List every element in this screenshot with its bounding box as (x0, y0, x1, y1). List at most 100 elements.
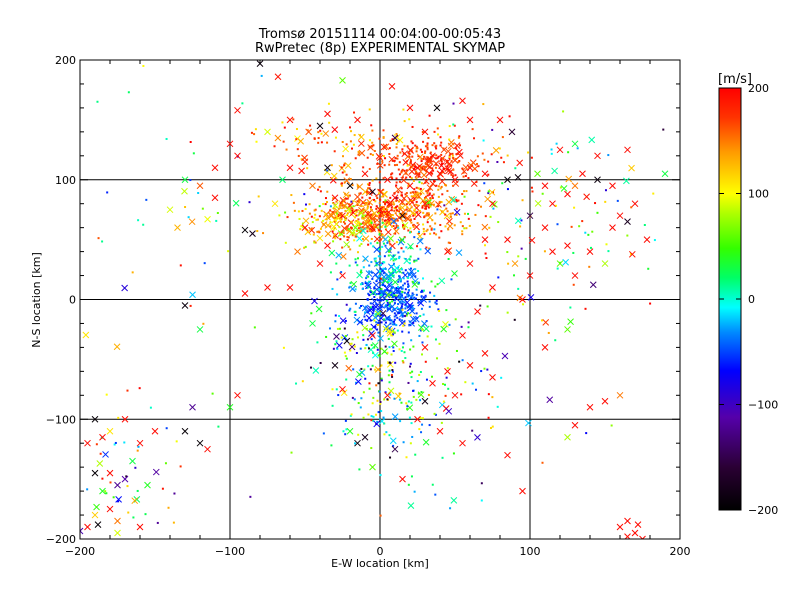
scatter-point-dot (282, 140, 285, 143)
scatter-point-dot (490, 426, 493, 429)
scatter-point-cross (114, 517, 121, 525)
scatter-point-dot (630, 206, 633, 209)
scatter-point-dot (416, 147, 419, 150)
scatter-point-dot (405, 402, 408, 405)
scatter-point-dot (357, 433, 360, 436)
scatter-point-dot (197, 191, 200, 194)
scatter-point-dot (418, 209, 421, 212)
scatter-point-dot (388, 147, 391, 150)
scatter-point-dot (333, 235, 336, 238)
scatter-point-dot (389, 393, 392, 396)
scatter-point-dot (394, 207, 397, 210)
scatter-point-dot (394, 219, 397, 222)
scatter-point-dot (441, 382, 444, 385)
scatter-point-cross (378, 209, 385, 217)
scatter-point-cross (429, 379, 436, 387)
scatter-point-dot (440, 141, 443, 144)
scatter-point-cross (226, 403, 234, 411)
scatter-point-dot (422, 230, 425, 233)
scatter-point-dot (506, 188, 509, 191)
scatter-point-dot (350, 200, 353, 203)
scatter-point-dot (286, 216, 289, 219)
scatter-point-cross (435, 201, 442, 208)
scatter-point-dot (117, 500, 120, 503)
scatter-point-dot (395, 184, 398, 187)
scatter-point-dot (354, 157, 357, 160)
scatter-point-dot (368, 187, 371, 190)
scatter-point-dot (132, 516, 135, 519)
scatter-point-dot (332, 228, 335, 231)
scatter-point-dot (346, 235, 349, 238)
scatter-point-dot (390, 353, 393, 356)
scatter-point-dot (376, 328, 379, 331)
scatter-point-dot (313, 241, 316, 244)
scatter-point-dot (398, 173, 401, 176)
scatter-point-dot (415, 297, 418, 300)
scatter-point-dot (343, 170, 346, 173)
scatter-point-dot (329, 209, 332, 212)
scatter-point-dot (459, 144, 462, 147)
scatter-point-dot (455, 157, 458, 160)
scatter-point-dot (399, 286, 402, 289)
scatter-point-dot (396, 163, 399, 166)
scatter-point-cross (305, 128, 312, 136)
scatter-point-dot (418, 196, 421, 199)
scatter-point-dot (345, 197, 348, 200)
scatter-point-dot (355, 229, 358, 232)
scatter-point-dot (379, 269, 382, 272)
scatter-point-cross (189, 403, 196, 411)
scatter-point-dot (403, 227, 406, 230)
scatter-point-cross (446, 222, 454, 230)
scatter-point-cross (151, 427, 159, 435)
scatter-point-dot (543, 250, 546, 253)
x-axis-label: E-W location [km] (331, 557, 429, 570)
scatter-point-dot (367, 280, 370, 283)
scatter-point-dot (378, 288, 381, 291)
scatter-point-cross (94, 521, 102, 528)
scatter-point-dot (433, 180, 436, 183)
scatter-point-dot (401, 215, 404, 218)
scatter-point-dot (415, 186, 418, 189)
scatter-point-dot (295, 138, 298, 141)
scatter-point-cross (366, 306, 374, 314)
scatter-point-dot (329, 221, 332, 224)
y-tick-label: 0 (69, 294, 76, 307)
scatter-point-cross (631, 200, 639, 208)
scatter-point-dot (437, 195, 440, 198)
scatter-point-cross (234, 106, 241, 114)
scatter-point-dot (395, 286, 398, 289)
scatter-point-cross (586, 403, 594, 411)
scatter-point-dot (402, 108, 405, 111)
scatter-point-dot (398, 311, 401, 314)
scatter-point-dot (144, 513, 147, 516)
scatter-point-dot (460, 202, 463, 205)
scatter-point-cross (470, 180, 478, 187)
scatter-point-dot (441, 456, 444, 459)
scatter-point-dot (249, 495, 252, 498)
scatter-point-dot (312, 233, 315, 236)
scatter-point-dot (349, 343, 352, 346)
scatter-point-dot (519, 225, 522, 228)
scatter-point-dot (340, 218, 343, 221)
scatter-point-dot (384, 203, 387, 206)
scatter-point-cross (391, 194, 399, 202)
scatter-point-dot (344, 419, 347, 422)
scatter-point-dot (398, 292, 401, 295)
scatter-point-dot (434, 338, 437, 341)
scatter-point-dot (386, 220, 389, 223)
scatter-point-dot (391, 177, 394, 180)
scatter-point-cross (481, 170, 489, 178)
scatter-point-dot (192, 152, 195, 155)
scatter-point-cross (492, 147, 500, 154)
scatter-point-dot (386, 308, 389, 311)
scatter-point-dot (554, 339, 557, 342)
scatter-point-dot (426, 228, 429, 231)
scatter-point-dot (412, 214, 415, 217)
scatter-point-dot (409, 231, 412, 234)
scatter-point-dot (401, 330, 404, 333)
scatter-point-dot (368, 328, 371, 331)
scatter-point-dot (480, 205, 483, 208)
scatter-point-dot (426, 212, 429, 215)
